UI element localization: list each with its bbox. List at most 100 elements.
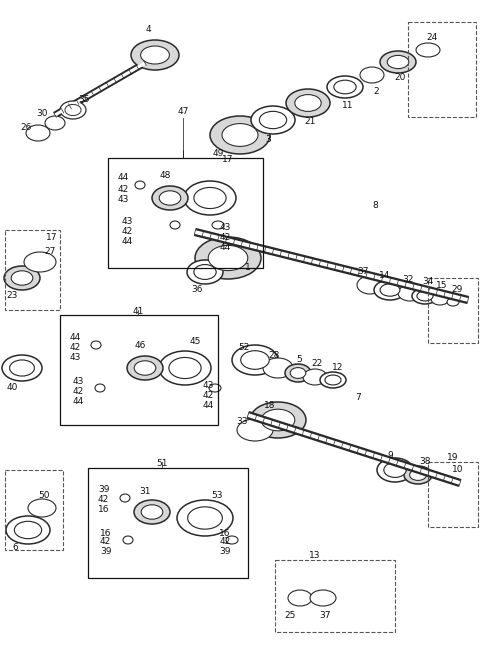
Text: 43: 43 (219, 224, 231, 233)
Ellipse shape (194, 265, 216, 279)
Ellipse shape (210, 116, 270, 154)
Ellipse shape (194, 187, 226, 209)
Ellipse shape (141, 505, 163, 519)
Text: 42: 42 (98, 495, 109, 504)
Bar (60, 315, 218, 425)
Ellipse shape (447, 298, 459, 306)
Text: 43: 43 (70, 354, 82, 363)
Text: 33: 33 (236, 417, 248, 426)
Ellipse shape (135, 181, 145, 189)
Ellipse shape (184, 181, 236, 215)
Ellipse shape (131, 40, 179, 70)
Text: 42: 42 (122, 226, 133, 235)
Ellipse shape (261, 410, 295, 431)
Ellipse shape (226, 536, 238, 544)
Ellipse shape (123, 536, 133, 544)
Ellipse shape (409, 469, 426, 480)
Ellipse shape (380, 284, 400, 296)
Ellipse shape (412, 288, 438, 304)
Text: 44: 44 (70, 333, 81, 343)
Text: 36: 36 (191, 285, 203, 294)
Bar (108, 158, 263, 268)
Text: 34: 34 (422, 278, 434, 287)
Ellipse shape (28, 499, 56, 517)
Text: 43: 43 (202, 380, 214, 389)
Ellipse shape (377, 458, 413, 482)
Text: 5: 5 (296, 356, 302, 365)
Text: 9: 9 (387, 452, 393, 460)
Ellipse shape (11, 271, 33, 285)
Ellipse shape (4, 266, 40, 290)
Text: 43: 43 (73, 378, 84, 387)
Text: 39: 39 (98, 486, 109, 495)
Text: 3: 3 (265, 135, 271, 144)
Ellipse shape (384, 463, 406, 478)
Ellipse shape (127, 356, 163, 380)
Text: 45: 45 (189, 337, 201, 346)
Ellipse shape (209, 384, 221, 392)
Text: 42: 42 (203, 391, 214, 400)
Text: 4: 4 (145, 25, 151, 34)
Ellipse shape (374, 280, 406, 300)
Bar (275, 560, 395, 632)
Ellipse shape (208, 246, 248, 270)
Text: 16: 16 (219, 528, 231, 538)
Text: 43: 43 (122, 218, 133, 226)
Text: 16: 16 (98, 506, 109, 515)
Text: 10: 10 (452, 465, 464, 474)
Ellipse shape (170, 221, 180, 229)
Text: 39: 39 (100, 547, 111, 556)
Text: 53: 53 (211, 491, 223, 499)
Ellipse shape (95, 384, 105, 392)
Ellipse shape (286, 89, 330, 117)
Ellipse shape (159, 351, 211, 385)
Text: 41: 41 (132, 307, 144, 317)
Ellipse shape (6, 516, 50, 544)
Ellipse shape (120, 494, 130, 502)
Text: 47: 47 (177, 107, 189, 116)
Text: 39: 39 (219, 547, 231, 556)
Ellipse shape (431, 293, 449, 305)
Ellipse shape (320, 372, 346, 388)
Ellipse shape (334, 80, 356, 94)
Ellipse shape (327, 76, 363, 98)
Text: 8: 8 (372, 200, 378, 209)
Text: 28: 28 (268, 350, 280, 359)
Ellipse shape (303, 369, 327, 385)
Ellipse shape (2, 355, 42, 381)
Ellipse shape (404, 466, 432, 484)
Text: 38: 38 (419, 458, 431, 467)
Ellipse shape (387, 55, 409, 69)
Text: 42: 42 (73, 387, 84, 396)
Ellipse shape (134, 500, 170, 524)
Ellipse shape (187, 260, 223, 284)
Ellipse shape (398, 285, 422, 301)
Text: 31: 31 (139, 488, 151, 497)
Ellipse shape (241, 351, 269, 369)
Text: 42: 42 (219, 233, 230, 242)
Ellipse shape (232, 345, 278, 375)
Text: 35: 35 (78, 96, 90, 105)
Ellipse shape (159, 191, 181, 205)
Ellipse shape (360, 67, 384, 83)
Ellipse shape (91, 341, 101, 349)
Ellipse shape (380, 51, 416, 73)
Ellipse shape (169, 358, 201, 378)
Text: 7: 7 (355, 393, 361, 402)
Text: 16: 16 (100, 528, 111, 538)
Ellipse shape (45, 116, 65, 130)
Text: 44: 44 (118, 174, 129, 183)
Text: 40: 40 (6, 384, 18, 393)
Ellipse shape (14, 521, 42, 539)
Text: 43: 43 (118, 194, 130, 203)
Text: 52: 52 (238, 343, 250, 352)
Ellipse shape (357, 276, 383, 294)
Text: 20: 20 (394, 73, 406, 83)
Ellipse shape (288, 590, 312, 606)
Ellipse shape (212, 221, 224, 229)
Text: 48: 48 (159, 170, 171, 179)
Ellipse shape (177, 500, 233, 536)
Text: 12: 12 (332, 363, 344, 372)
Text: 49: 49 (212, 148, 224, 157)
Text: 37: 37 (319, 610, 331, 619)
